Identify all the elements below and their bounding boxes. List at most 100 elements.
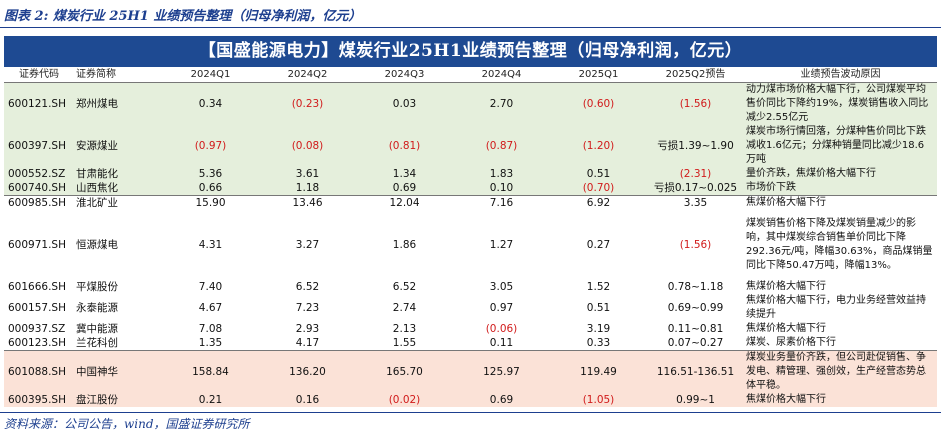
table-row: 600123.SH 兰花科创 1.35 4.17 1.55 0.11 0.33 0.07~0.… [4, 336, 937, 351]
cell-q3: 1.34 [356, 167, 453, 181]
cell-q3: 1.55 [356, 336, 453, 351]
cell-code: 600157.SH [4, 294, 74, 322]
cell-q2: 7.23 [259, 294, 356, 322]
cell-code: 600395.SH [4, 393, 74, 407]
cell-q1: 0.21 [162, 393, 259, 407]
cell-code: 000552.SZ [4, 167, 74, 181]
cell-name: 中国神华 [74, 350, 162, 393]
cell-q1: 4.67 [162, 294, 259, 322]
cell-q25: 0.33 [550, 336, 647, 351]
cell-q3: 0.03 [356, 82, 453, 125]
cell-f: 0.07~0.27 [647, 336, 744, 351]
cell-q1: 1.35 [162, 336, 259, 351]
cell-q1: 0.34 [162, 82, 259, 125]
cell-q25: (0.70) [550, 181, 647, 196]
cell-reason: 焦煤价格大幅下行 [744, 393, 937, 407]
cell-q25: (0.60) [550, 82, 647, 125]
cell-q4: (0.06) [453, 322, 550, 336]
cell-q2: 3.61 [259, 167, 356, 181]
cell-reason: 煤炭市场行情回落，分煤种售价同比下跌减收1.6亿元；分煤种销量同比减少18.6万… [744, 125, 937, 167]
header-2024q4: 2024Q4 [453, 68, 550, 83]
cell-q3: 0.69 [356, 181, 453, 196]
cell-reason: 煤炭销售价格下降及煤炭销量减少的影响，其中煤炭综合销售单价同比下降292.36元… [744, 210, 937, 280]
header-name: 证券简称 [74, 68, 162, 83]
cell-q2: 3.27 [259, 210, 356, 280]
header-row: 证券代码 证券简称 2024Q1 2024Q2 2024Q3 2024Q4 20… [4, 68, 937, 83]
cell-f: (1.56) [647, 210, 744, 280]
cell-q3: (0.81) [356, 125, 453, 167]
cell-q2: 1.18 [259, 181, 356, 196]
figure-title: 图表 2: 煤炭行业 25H1 业绩预告整理（归母净利润，亿元） [4, 9, 362, 24]
cell-code: 601666.SH [4, 280, 74, 294]
cell-q4: 7.16 [453, 195, 550, 210]
cell-q4: 0.10 [453, 181, 550, 196]
cell-q2: 6.52 [259, 280, 356, 294]
cell-q3: 165.70 [356, 350, 453, 393]
cell-q1: 7.40 [162, 280, 259, 294]
cell-q25: 0.51 [550, 294, 647, 322]
cell-q1: 0.66 [162, 181, 259, 196]
table-row: 600985.SH 淮北矿业 15.90 13.46 12.04 7.16 6.92 3.35… [4, 195, 937, 210]
earnings-table: 证券代码 证券简称 2024Q1 2024Q2 2024Q3 2024Q4 20… [4, 68, 937, 407]
source-note: 资料来源：公司公告，wind，国盛证券研究所 [4, 417, 250, 431]
cell-name: 淮北矿业 [74, 195, 162, 210]
cell-reason: 焦煤价格大幅下行 [744, 322, 937, 336]
cell-code: 600121.SH [4, 82, 74, 125]
cell-q4: 1.83 [453, 167, 550, 181]
cell-q4: 125.97 [453, 350, 550, 393]
cell-q1: 15.90 [162, 195, 259, 210]
cell-q4: 0.11 [453, 336, 550, 351]
cell-f: 亏损1.39~1.90 [647, 125, 744, 167]
cell-q25: 0.51 [550, 167, 647, 181]
cell-q3: 1.86 [356, 210, 453, 280]
cell-q25: (1.05) [550, 393, 647, 407]
cell-code: 600123.SH [4, 336, 74, 351]
cell-q25: 0.27 [550, 210, 647, 280]
cell-q2: (0.08) [259, 125, 356, 167]
cell-q4: 0.69 [453, 393, 550, 407]
cell-name: 永泰能源 [74, 294, 162, 322]
cell-name: 郑州煤电 [74, 82, 162, 125]
cell-reason: 煤炭业务量价齐跌，但公司赴促销售、争发电、精管理、强创效，生产经营态势总体平稳。 [744, 350, 937, 393]
cell-q25: 3.19 [550, 322, 647, 336]
cell-q2: 13.46 [259, 195, 356, 210]
cell-name: 恒源煤电 [74, 210, 162, 280]
cell-f: 0.69~0.99 [647, 294, 744, 322]
cell-name: 兰花科创 [74, 336, 162, 351]
table-row: 601666.SH 平煤股份 7.40 6.52 6.52 3.05 1.52 0.78~1.… [4, 280, 937, 294]
header-2024q3: 2024Q3 [356, 68, 453, 83]
cell-q1: 5.36 [162, 167, 259, 181]
cell-q25: 1.52 [550, 280, 647, 294]
cell-f: (2.31) [647, 167, 744, 181]
cell-q1: (0.97) [162, 125, 259, 167]
cell-q4: 3.05 [453, 280, 550, 294]
cell-reason: 市场价下跌 [744, 181, 937, 196]
table-row: 600740.SH 山西焦化 0.66 1.18 0.69 0.10 (0.70) 亏损0.1… [4, 181, 937, 196]
cell-q2: 0.16 [259, 393, 356, 407]
cell-q1: 4.31 [162, 210, 259, 280]
cell-q3: 2.74 [356, 294, 453, 322]
header-2025q1: 2025Q1 [550, 68, 647, 83]
table-row: 000552.SZ 甘肃能化 5.36 3.61 1.34 1.83 0.51 (2.31) 量… [4, 167, 937, 181]
cell-f: 3.35 [647, 195, 744, 210]
header-reason: 业绩预告波动原因 [744, 68, 937, 83]
cell-q3: 2.13 [356, 322, 453, 336]
cell-f: 亏损0.17~0.025 [647, 181, 744, 196]
cell-q25: 119.49 [550, 350, 647, 393]
cell-reason: 焦煤价格大幅下行 [744, 280, 937, 294]
cell-reason: 焦煤价格大幅下行 [744, 195, 937, 210]
table-row: 601088.SH 中国神华 158.84 136.20 165.70 125.97 119… [4, 350, 937, 393]
header-code: 证券代码 [4, 68, 74, 83]
cell-reason: 焦煤价格大幅下行，电力业务经营效益持续提升 [744, 294, 937, 322]
cell-q2: 2.93 [259, 322, 356, 336]
table-row: 600971.SH 恒源煤电 4.31 3.27 1.86 1.27 0.27 (1.56) 煤… [4, 210, 937, 280]
cell-q4: 1.27 [453, 210, 550, 280]
cell-q3: 6.52 [356, 280, 453, 294]
cell-q25: (1.20) [550, 125, 647, 167]
cell-q2: (0.23) [259, 82, 356, 125]
cell-q2: 4.17 [259, 336, 356, 351]
cell-name: 甘肃能化 [74, 167, 162, 181]
cell-q2: 136.20 [259, 350, 356, 393]
cell-name: 山西焦化 [74, 181, 162, 196]
cell-name: 冀中能源 [74, 322, 162, 336]
